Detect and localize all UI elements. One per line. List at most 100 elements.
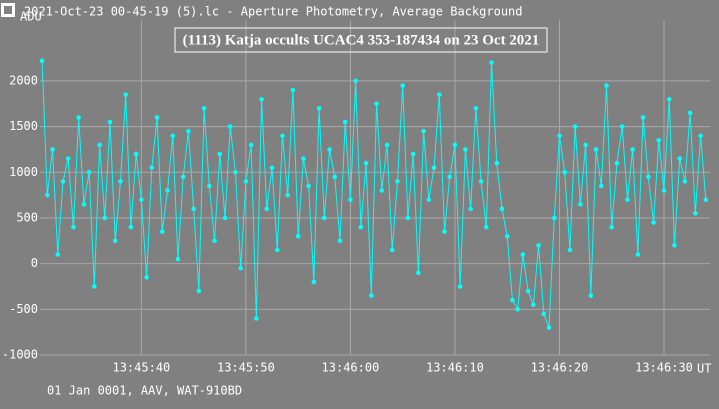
data-point <box>76 115 81 120</box>
data-point <box>463 147 468 152</box>
data-point <box>551 215 557 221</box>
data-point <box>646 174 651 180</box>
y-tick-label: 0 <box>31 256 38 270</box>
data-point <box>525 288 531 294</box>
data-point <box>212 238 217 244</box>
data-point <box>384 142 390 148</box>
data-point <box>473 106 479 111</box>
data-point <box>442 229 447 234</box>
data-point <box>139 197 144 202</box>
data-point <box>274 247 280 253</box>
app-icon-inner <box>4 6 12 14</box>
data-point <box>327 147 332 152</box>
data-point <box>39 58 45 64</box>
x-tick-label: 13:46:20 <box>531 361 589 375</box>
data-point <box>656 138 662 143</box>
y-tick-label: 500 <box>16 210 38 224</box>
data-point <box>410 151 416 157</box>
data-point <box>238 265 243 271</box>
data-point <box>191 206 196 212</box>
data-point <box>243 179 249 184</box>
data-point <box>133 151 139 157</box>
data-point <box>661 188 667 193</box>
data-point <box>170 133 176 139</box>
data-point <box>165 188 170 193</box>
data-point <box>416 270 421 276</box>
data-point <box>614 160 620 166</box>
data-point <box>693 211 698 216</box>
title-box <box>174 27 548 53</box>
data-line <box>41 60 707 328</box>
data-point <box>86 169 92 175</box>
data-point <box>698 133 703 139</box>
data-point <box>557 133 562 139</box>
data-point <box>128 224 134 230</box>
data-point <box>494 160 500 166</box>
x-tick-label: 13:45:50 <box>217 361 275 375</box>
data-point <box>201 106 207 111</box>
data-point <box>55 252 61 257</box>
data-point <box>578 201 583 207</box>
data-point <box>295 233 301 239</box>
data-point <box>619 124 625 129</box>
data-point <box>666 96 672 102</box>
y-tick-label: -500 <box>9 302 38 316</box>
data-point <box>233 169 238 175</box>
data-point <box>504 233 510 239</box>
data-point <box>65 156 71 161</box>
data-point <box>536 243 541 248</box>
data-point <box>60 179 66 184</box>
data-point <box>217 151 223 157</box>
data-point <box>45 192 50 198</box>
data-point <box>379 188 385 193</box>
data-point <box>259 96 264 102</box>
data-point <box>499 206 505 212</box>
y-tick-label: 2000 <box>9 73 38 87</box>
data-point <box>531 302 536 308</box>
data-point <box>374 101 379 107</box>
data-point <box>207 183 212 189</box>
data-point <box>562 169 568 175</box>
data-point <box>588 293 594 298</box>
data-point <box>254 316 259 321</box>
data-point <box>227 124 233 129</box>
data-point <box>598 183 604 189</box>
header: 2021-Oct-23 00-45-19 (5).lc - Aperture P… <box>24 5 523 19</box>
data-point <box>81 201 87 207</box>
data-point <box>92 284 97 289</box>
data-point <box>107 119 113 125</box>
data-point <box>682 179 688 184</box>
data-point <box>640 115 646 120</box>
data-point <box>651 220 656 225</box>
data-point <box>672 243 677 248</box>
data-point <box>102 215 108 221</box>
data-point <box>358 224 364 230</box>
data-point <box>677 156 682 161</box>
data-point <box>342 119 348 125</box>
data-point <box>180 174 186 180</box>
data-point <box>389 247 395 253</box>
data-point <box>311 279 317 285</box>
data-point <box>572 124 578 129</box>
data-point <box>630 147 635 152</box>
data-point <box>468 206 473 212</box>
data-point <box>369 293 374 298</box>
data-point <box>159 229 165 234</box>
data-point <box>567 247 573 253</box>
x-tick-label: 13:46:10 <box>426 361 484 375</box>
data-point <box>50 147 55 152</box>
data-point <box>426 197 432 202</box>
y-tick-label: 1500 <box>9 119 38 133</box>
data-point <box>421 128 426 134</box>
data-point <box>144 275 149 280</box>
data-point <box>400 83 405 88</box>
data-point <box>457 284 463 289</box>
data-point <box>264 206 270 212</box>
data-point <box>604 83 609 88</box>
data-point <box>510 297 515 303</box>
data-point <box>546 325 552 330</box>
data-point <box>489 60 494 65</box>
x-tick-label: 13:45:40 <box>112 361 170 375</box>
data-point <box>484 224 489 230</box>
data-point <box>186 128 191 134</box>
